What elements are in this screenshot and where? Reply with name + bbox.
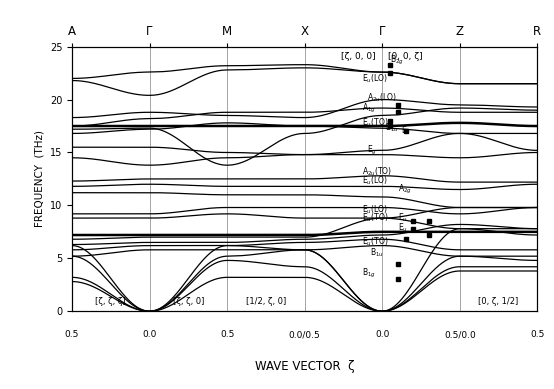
Text: 0.0: 0.0	[142, 330, 157, 339]
Text: 0.5: 0.5	[220, 330, 234, 339]
Text: E$_u$(TO): E$_u$(TO)	[362, 211, 388, 224]
Text: [ζ, ζ, 0]: [ζ, ζ, 0]	[173, 297, 204, 306]
Text: A$_{1g}$: A$_{1g}$	[362, 102, 376, 115]
Text: 0.0/0.5: 0.0/0.5	[289, 330, 321, 339]
Text: E$_u$(LO): E$_u$(LO)	[362, 72, 388, 85]
Text: [ζ, ζ, ζ]: [ζ, ζ, ζ]	[95, 297, 126, 306]
Text: E$_u$: E$_u$	[398, 211, 408, 224]
Text: E$_u$: E$_u$	[401, 124, 411, 137]
Text: [ζ, 0, 0]: [ζ, 0, 0]	[341, 52, 376, 61]
Text: WAVE VECTOR  ζ: WAVE VECTOR ζ	[255, 361, 355, 373]
Text: 0.5: 0.5	[530, 330, 545, 339]
Text: B$_{1u}$: B$_{1u}$	[386, 121, 399, 134]
Text: [0, ζ, 1/2]: [0, ζ, 1/2]	[479, 297, 519, 306]
Text: [1/2, ζ, 0]: [1/2, ζ, 0]	[246, 297, 286, 306]
Text: E$_u$(TO): E$_u$(TO)	[362, 235, 388, 248]
Text: B$_{2g}$: B$_{2g}$	[390, 54, 404, 67]
Y-axis label: FREQUENCY  (THz): FREQUENCY (THz)	[34, 130, 44, 228]
Text: A$_{2u}$(TO): A$_{2u}$(TO)	[362, 165, 392, 178]
Text: E$_u$(LO): E$_u$(LO)	[362, 203, 388, 216]
Text: 0.0: 0.0	[375, 330, 389, 339]
Text: [0, 0, ζ]: [0, 0, ζ]	[388, 52, 423, 61]
Text: A$_{2g}$: A$_{2g}$	[398, 183, 412, 196]
Text: E$_u$(LO): E$_u$(LO)	[362, 175, 388, 187]
Text: E$_u$: E$_u$	[398, 222, 408, 235]
Text: B$_{1g}$: B$_{1g}$	[362, 267, 376, 280]
Text: E$_u$(TO): E$_u$(TO)	[362, 116, 388, 129]
Text: E$_g$: E$_g$	[367, 144, 377, 157]
Text: 0.5/0.0: 0.5/0.0	[444, 330, 476, 339]
Text: B$_{1u}$: B$_{1u}$	[370, 246, 384, 259]
Text: 0.5: 0.5	[65, 330, 79, 339]
Text: A$_{2u}$(LO): A$_{2u}$(LO)	[367, 91, 397, 104]
